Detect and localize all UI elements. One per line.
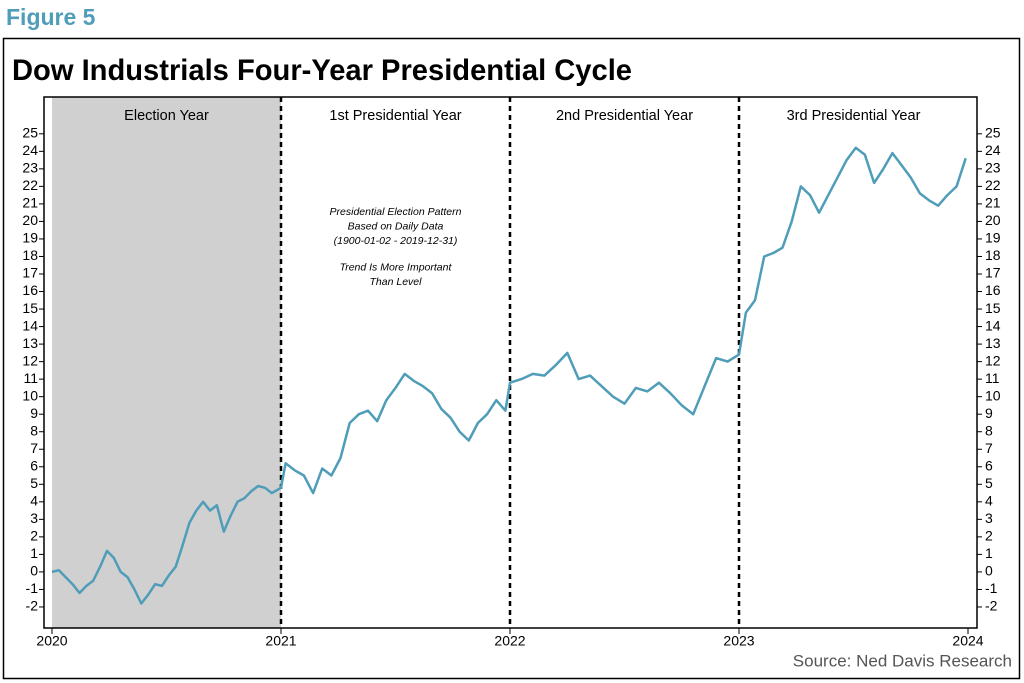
y-tick-label: 21 [22,195,38,211]
annotation: Than Level [370,276,423,288]
source: Source: Ned Davis Research [793,651,1012,670]
y-tick-label: 16 [22,282,38,298]
y2-tick-label: 19 [985,230,1001,246]
y2-tick-label: 24 [985,142,1001,158]
frame [2,37,1021,680]
y2-tick-label: 7 [985,440,993,456]
y2-tick-label: 3 [985,510,993,526]
y2-tick-label: 10 [985,387,1001,403]
x-tick-label: 2023 [723,633,754,649]
y-tick-label: 20 [22,212,38,228]
x-tick-label: 2024 [952,633,983,649]
y-tick-label: -2 [26,598,39,614]
section-label: 2nd Presidential Year [556,108,693,124]
annotation: Based on Daily Data [348,220,444,232]
y2-tick-label: -2 [985,598,998,614]
y2-tick-label: 16 [985,282,1001,298]
y2-tick-label: 18 [985,247,1001,263]
y2-tick-label: 6 [985,457,993,473]
y-tick-label: 14 [22,317,38,333]
y2-tick-label: 8 [985,422,993,438]
y-tick-label: 23 [22,160,38,176]
y2-tick-label: 13 [985,335,1001,351]
y2-tick-label: 23 [985,160,1001,176]
x-tick-label: 2020 [36,633,67,649]
y2-tick-label: 17 [985,265,1001,281]
y2-tick-label: 15 [985,300,1001,316]
y-tick-label: 13 [22,335,38,351]
data-line [51,146,967,605]
y2-tick-label: 25 [985,125,1001,141]
y-tick-label: 25 [22,125,38,141]
y-tick-label: 17 [22,265,38,281]
y-tick-label: 6 [30,457,38,473]
y-tick-label: 5 [30,475,38,491]
y2-tick-label: 22 [985,177,1001,193]
y-tick-label: 3 [30,510,38,526]
y-tick-label: 15 [22,300,38,316]
section-label: 1st Presidential Year [329,108,461,124]
y2-tick-label: 1 [985,545,993,561]
y2-tick-label: 5 [985,475,993,491]
y-tick-label: 18 [22,247,38,263]
y-tick-label: 10 [22,387,38,403]
y-tick-label: 24 [22,142,38,158]
x-tick-label: 2022 [494,633,525,649]
shaded-region [52,97,281,628]
y2-tick-label: 14 [985,317,1001,333]
y2-tick-label: 4 [985,493,993,509]
y-tick-label: 22 [22,177,38,193]
y-tick-label: 0 [30,563,38,579]
y-tick-label: 7 [30,440,38,456]
section-label: Election Year [124,108,209,124]
y2-tick-label: -1 [985,580,998,596]
y-tick-label: -1 [26,580,39,596]
y-tick-label: 9 [30,405,38,421]
y2-tick-label: 12 [985,352,1001,368]
y2-tick-label: 9 [985,405,993,421]
x-tick-label: 2021 [265,633,296,649]
y2-tick-label: 0 [985,563,993,579]
y-tick-label: 4 [30,493,38,509]
figure-label: Figure 5 [6,4,96,30]
y-tick-label: 2 [30,528,38,544]
y-tick-label: 1 [30,545,38,561]
y-tick-label: 11 [23,370,38,386]
y-tick-label: 12 [22,352,38,368]
y2-tick-label: 2 [985,528,993,544]
chart-title: Dow Industrials Four-Year Presidential C… [12,54,632,87]
y-tick-label: 19 [22,230,38,246]
y2-tick-label: 20 [985,212,1001,228]
y2-tick-label: 11 [985,370,1000,386]
annotation: (1900-01-02 - 2019-12-31) [334,235,458,247]
annotation: Presidential Election Pattern [330,206,462,218]
section-label: 3rd Presidential Year [787,108,921,124]
y2-tick-label: 21 [985,195,1001,211]
y-tick-label: 8 [30,422,38,438]
annotation: Trend Is More Important [340,261,453,273]
